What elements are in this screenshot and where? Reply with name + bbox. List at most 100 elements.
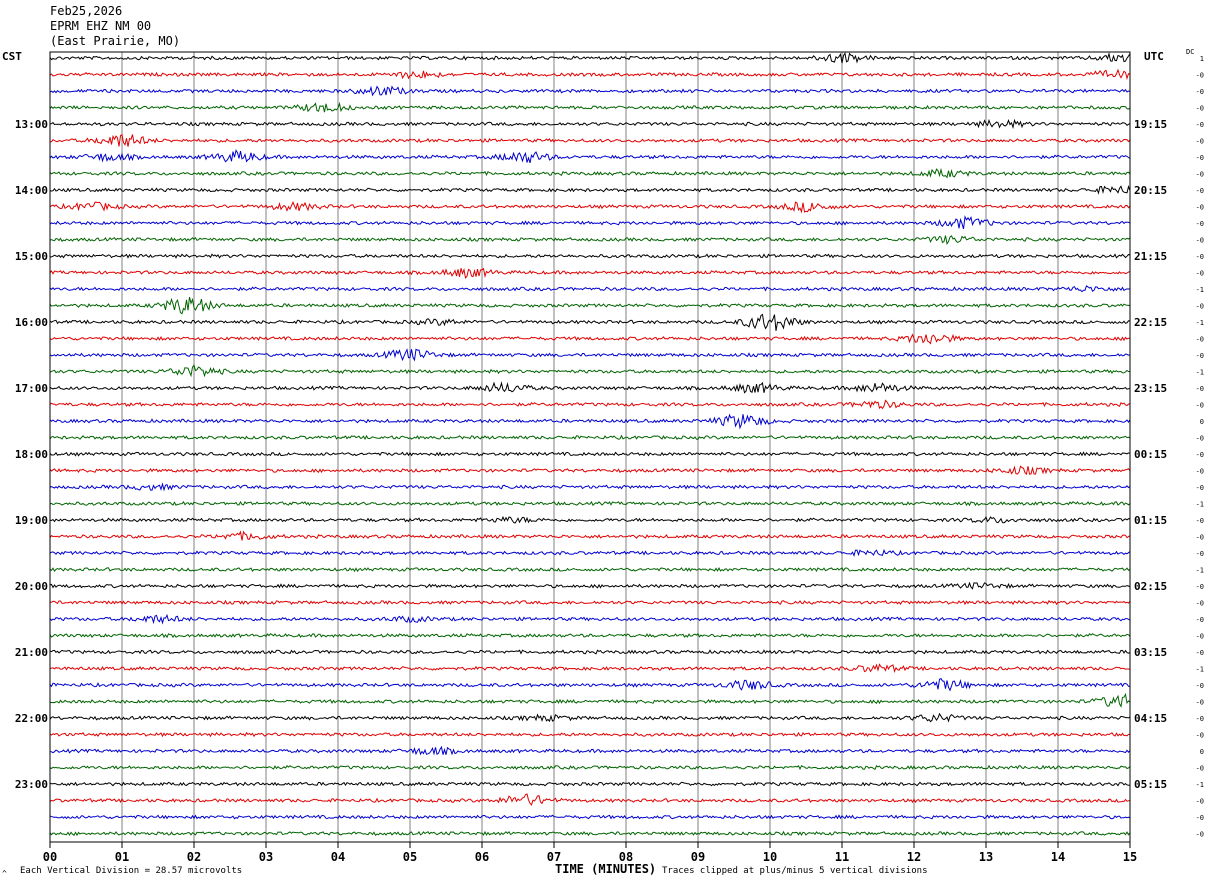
dc-value: -0 [1196,154,1204,162]
trace-38 [49,677,1131,692]
x-tick-label: 00 [43,850,57,864]
x-tick-label: 14 [1051,850,1065,864]
plot-frame [49,51,1131,843]
dc-value: -0 [1196,385,1204,393]
dc-value: -0 [1196,336,1204,344]
left-timezone: CST [2,50,22,63]
left-hour-label: 20:00 [15,580,48,593]
dc-value: -0 [1196,633,1204,641]
trace-6 [49,149,1131,164]
trace-13 [49,267,1131,280]
trace-1 [49,68,1131,80]
trace-21 [49,399,1131,410]
trace-37 [50,663,1131,674]
x-tick-label: 15 [1123,850,1137,864]
x-axis-label: TIME (MINUTES) [555,862,657,876]
dc-value: -0 [1196,600,1204,608]
trace-26 [49,482,1131,492]
left-hour-label: 18:00 [15,448,48,461]
x-tick-label: 11 [835,850,849,864]
dc-value: -0 [1196,237,1204,245]
clip-note: Traces clipped at plus/minus 5 vertical … [662,866,928,876]
left-hour-label: 21:00 [15,646,48,659]
dc-value: -0 [1196,484,1204,492]
x-tick-label: 03 [259,850,273,864]
minute-gridlines [121,52,1059,842]
right-hour-label: 02:15 [1134,580,1167,593]
trace-46 [49,814,1131,820]
trace-43 [49,764,1131,771]
trace-32 [49,581,1131,590]
dc-value: -0 [1196,171,1204,179]
trace-0 [49,51,1131,64]
right-hour-label: 20:15 [1134,184,1167,197]
trace-5 [49,133,1131,147]
dc-value: -1 [1196,666,1204,674]
x-tick-label: 04 [331,850,345,864]
dc-value: 0 [1200,418,1204,426]
dc-value: -0 [1196,534,1204,542]
left-hour-label: 14:00 [15,184,48,197]
dc-value: -0 [1196,616,1204,624]
trace-41 [49,731,1131,738]
trace-40 [49,712,1131,723]
scale-note: Each Vertical Division = 28.57 microvolt… [20,866,243,876]
trace-47 [49,830,1131,837]
right-hour-labels: 19:15 20:15 21:15 22:15 23:15 00:15 01:15 02:15… [1134,118,1167,791]
dc-value: -0 [1196,798,1204,806]
dc-value: -0 [1196,187,1204,195]
x-tick-label: 05 [403,850,417,864]
right-hour-label: 23:15 [1134,382,1167,395]
right-hour-label: 01:15 [1134,514,1167,527]
dc-value: -0 [1196,138,1204,146]
trace-18 [49,348,1131,362]
trace-16 [49,313,1131,331]
trace-23 [49,434,1131,441]
trace-29 [49,530,1131,541]
trace-19 [49,363,1131,378]
trace-30 [49,548,1131,557]
dc-value: -0 [1196,550,1204,558]
right-hour-label: 19:15 [1134,118,1167,131]
x-tick-label: 08 [619,850,633,864]
x-tick-label: 13 [979,850,993,864]
dc-value: -0 [1196,435,1204,443]
trace-11 [49,235,1131,245]
left-hour-label: 23:00 [15,778,48,791]
dc-value: -1 [1196,567,1204,575]
trace-3 [49,101,1131,113]
dc-value: -1 [1196,781,1204,789]
x-tick-label: 10 [763,850,777,864]
trace-36 [49,649,1131,655]
corner-mark: ^ [2,869,7,878]
right-hour-label: 05:15 [1134,778,1167,791]
x-tick-label: 09 [691,850,705,864]
dc-value: -1 [1196,369,1204,377]
x-axis-ticks: 00 01 02 03 04 05 06 07 08 09 10 11 12 13 14 15 [43,842,1137,864]
trace-20 [49,381,1131,394]
right-hour-label: 03:15 [1134,646,1167,659]
trace-27 [49,500,1131,507]
x-tick-label: 06 [475,850,489,864]
dc-value: -0 [1196,121,1204,129]
trace-31 [49,567,1131,573]
dc-value: -0 [1196,352,1204,360]
dc-value: -0 [1196,517,1204,525]
dc-value: -0 [1196,220,1204,228]
right-hour-label: 04:15 [1134,712,1167,725]
trace-44 [49,781,1131,787]
left-hour-label: 19:00 [15,514,48,527]
trace-24 [49,451,1131,457]
trace-45 [49,793,1131,806]
dc-label: DC [1186,48,1195,56]
dc-value: 1 [1200,55,1204,63]
right-timezone: UTC [1144,50,1164,63]
trace-8 [49,185,1131,195]
dc-value: -0 [1196,270,1204,278]
left-hour-label: 16:00 [15,316,48,329]
dc-value: -0 [1196,831,1204,839]
trace-35 [49,632,1131,639]
trace-42 [49,745,1131,756]
header-station: EPRM EHZ NM 00 [50,19,152,33]
